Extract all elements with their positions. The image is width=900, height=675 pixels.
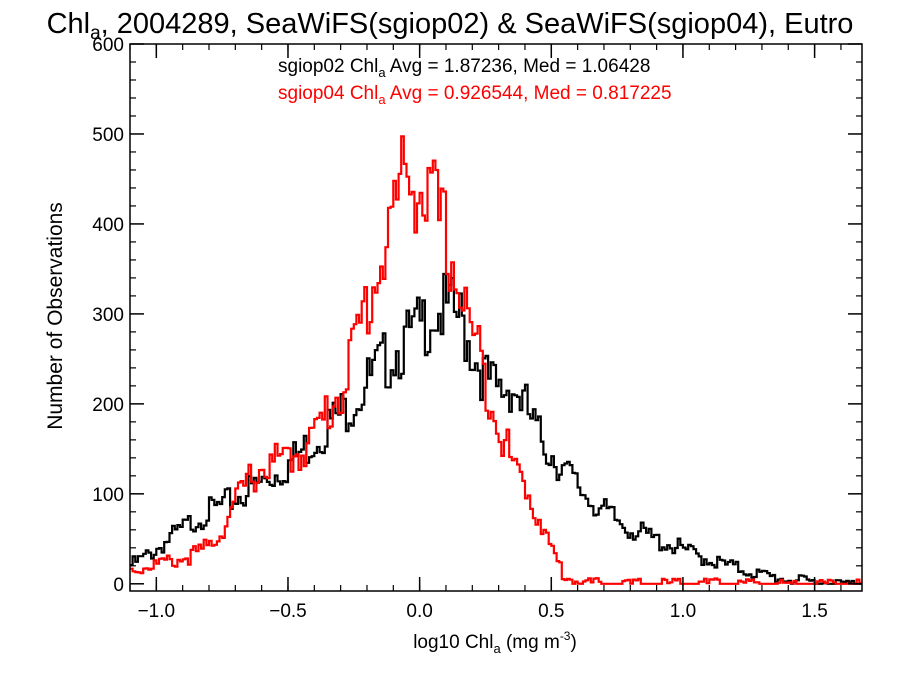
- x-axis-label-rest: (mg m: [501, 632, 560, 653]
- series-line-1: [130, 135, 862, 585]
- y-tick-label: 200: [92, 395, 124, 416]
- y-axis-label: Number of Observations: [44, 202, 67, 430]
- chart-title-prefix: Chl: [47, 8, 91, 40]
- x-axis-label-close: ): [570, 632, 576, 653]
- ticks-layer: [129, 43, 862, 591]
- legend-red-subscript: a: [378, 92, 386, 107]
- series-layer: [130, 135, 862, 585]
- x-tick-label: 0.5: [538, 601, 564, 622]
- x-tick-label: 0.0: [406, 601, 432, 622]
- x-axis-label-subscript: a: [493, 641, 501, 656]
- legend-black-subscript: a: [378, 65, 386, 80]
- y-tick-label: 100: [92, 485, 124, 506]
- x-axis-label: log10 Chla (mg m-3): [413, 629, 577, 656]
- y-tick-label: 600: [92, 35, 124, 56]
- legend-entry-black: sgiop02 Chla Avg = 1.87236, Med = 1.0642…: [278, 56, 650, 80]
- chart-title-subscript: a: [90, 23, 101, 44]
- legend-red-prefix: sgiop04 Chl: [278, 83, 378, 104]
- x-tick-label: 1.0: [670, 601, 696, 622]
- series-line-0: [130, 272, 862, 585]
- x-tick-labels: −1.0 −0.5 0.0 0.5 1.0 1.5: [138, 601, 828, 622]
- x-axis-label-superscript: -3: [560, 629, 571, 643]
- y-tick-label: 500: [92, 125, 124, 146]
- y-tick-label: 0: [113, 575, 124, 596]
- chart-title-rest: , 2004289, SeaWiFS(sgiop02) & SeaWiFS(sg…: [101, 8, 854, 40]
- legend-black-rest: Avg = 1.87236, Med = 1.06428: [386, 56, 651, 77]
- chart-title: Chla, 2004289, SeaWiFS(sgiop02) & SeaWiF…: [47, 8, 854, 44]
- plot-frame: [129, 43, 863, 592]
- legend: sgiop02 Chla Avg = 1.87236, Med = 1.0642…: [278, 56, 672, 107]
- y-tick-labels: 0 100 200 300 400 500 600: [92, 35, 124, 596]
- svg-text:Chla, 2004289, SeaWiFS(sgiop02: Chla, 2004289, SeaWiFS(sgiop02) & SeaWiF…: [47, 8, 854, 44]
- y-tick-label: 300: [92, 305, 124, 326]
- legend-entry-red: sgiop04 Chla Avg = 0.926544, Med = 0.817…: [278, 83, 672, 107]
- x-tick-label: −1.0: [138, 601, 176, 622]
- x-axis-label-prefix: log10 Chl: [413, 632, 493, 653]
- legend-red-rest: Avg = 0.926544, Med = 0.817225: [386, 83, 672, 104]
- legend-black-prefix: sgiop02 Chl: [278, 56, 378, 77]
- x-tick-label: −0.5: [269, 601, 307, 622]
- y-tick-label: 400: [92, 215, 124, 236]
- x-tick-label: 1.5: [801, 601, 827, 622]
